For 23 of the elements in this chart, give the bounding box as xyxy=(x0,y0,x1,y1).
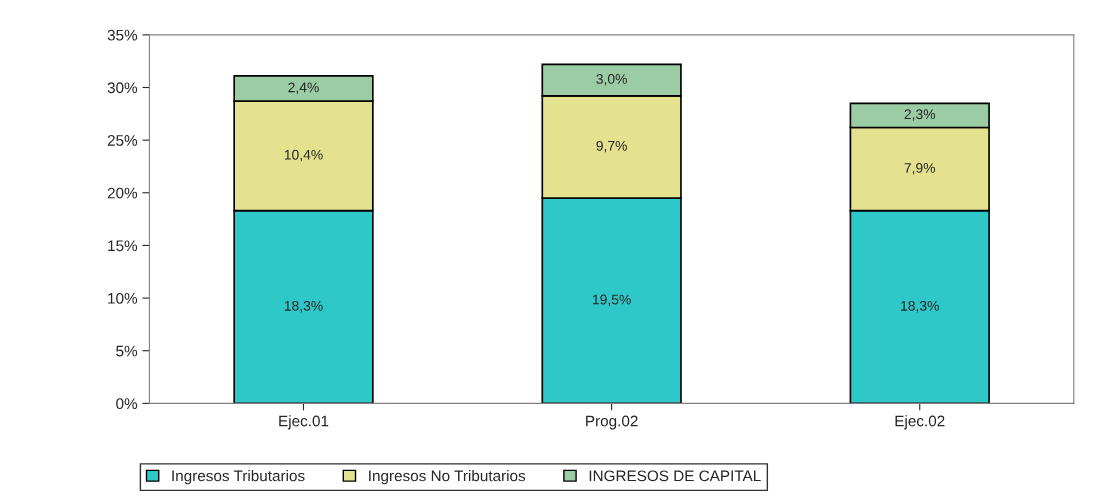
data-label: 10,4% xyxy=(284,149,323,162)
y-tick-label: 20% xyxy=(107,187,138,199)
data-label: 19,5% xyxy=(592,294,631,307)
x-tick-label: Ejec.01 xyxy=(279,415,329,430)
y-tick-label: 35% xyxy=(107,29,138,41)
x-tick-label: Prog.02 xyxy=(586,415,638,430)
legend-label: Ingresos No Tributarios xyxy=(369,470,526,485)
y-tick-label: 10% xyxy=(108,292,138,304)
data-label: 2,4% xyxy=(288,82,319,94)
x-tick-label: Ejec.02 xyxy=(895,415,945,430)
legend-label: Ingresos Tributarios xyxy=(172,470,305,485)
legend-label: INGRESOS DE CAPITAL xyxy=(589,470,761,482)
data-label: 3,0% xyxy=(596,74,627,86)
y-tick-label: 25% xyxy=(107,135,138,146)
y-tick-label: 0% xyxy=(116,398,138,410)
data-label: 18,3% xyxy=(284,300,323,313)
data-label: 2,3% xyxy=(904,109,936,121)
data-label: 18,3% xyxy=(901,300,939,313)
data-label: 9,7% xyxy=(596,140,627,153)
y-tick-label: 15% xyxy=(108,240,138,252)
y-tick-label: 5% xyxy=(116,345,138,357)
data-label: 7,9% xyxy=(904,163,936,175)
y-tick-label: 30% xyxy=(107,82,138,94)
